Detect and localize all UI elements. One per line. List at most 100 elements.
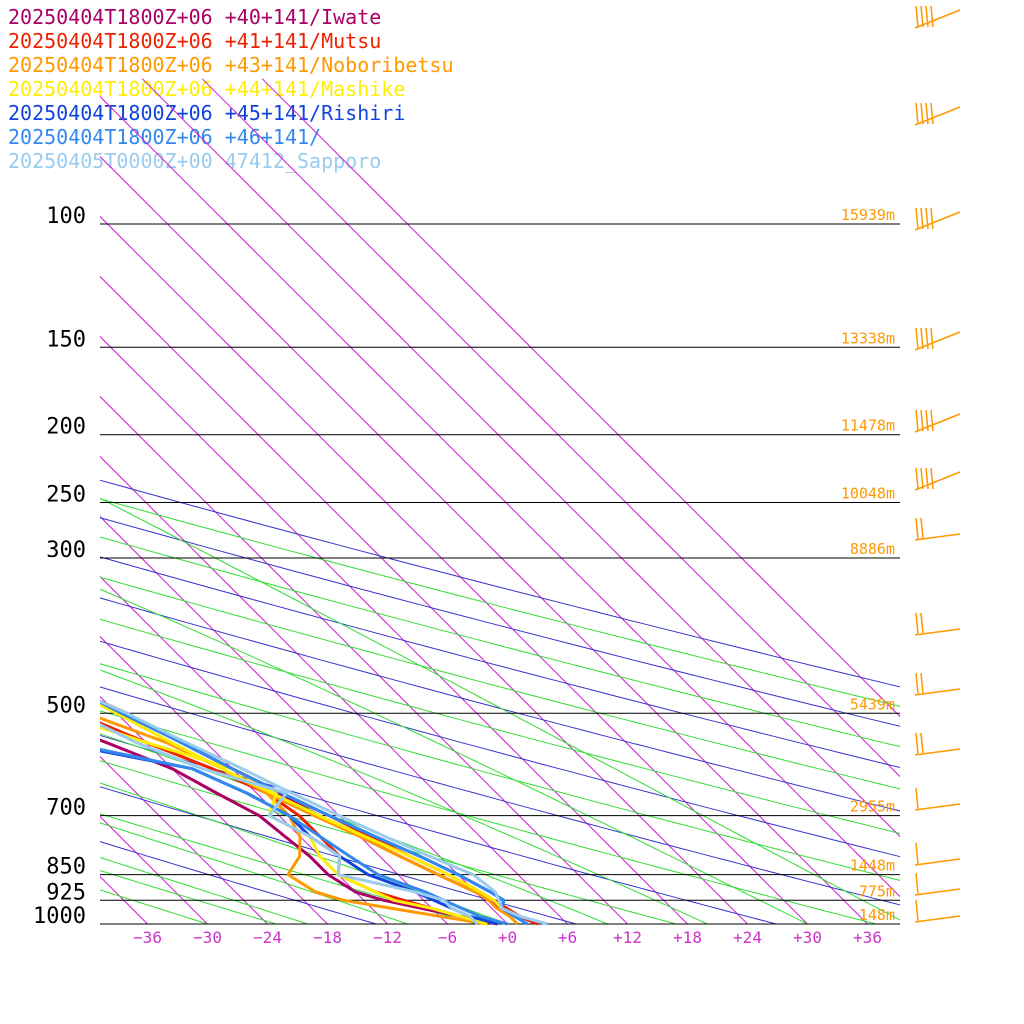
- moist-adiabat-line: [100, 669, 708, 924]
- moist-adiabat-line: [100, 856, 308, 924]
- temperature-tick-label: −24: [253, 928, 282, 947]
- wind-barb: [914, 5, 961, 29]
- isobars: [100, 223, 900, 925]
- pressure-tick-label: 925: [46, 880, 86, 905]
- wind-barb-flag: [920, 467, 924, 490]
- wind-barb-staff: [914, 688, 961, 696]
- pressure-tick-label: 300: [46, 538, 86, 563]
- wind-barb-staff: [914, 915, 961, 923]
- temperature-tick-label: +0: [498, 928, 517, 947]
- wind-barb: [914, 672, 961, 696]
- legend-entry-2: 20250404T1800Z+06 +41+141/Mutsu: [8, 29, 381, 53]
- wind-barb-flag: [925, 467, 929, 490]
- temperature-tick-label: +36: [853, 928, 882, 947]
- temperature-tick-label: −36: [133, 928, 162, 947]
- isotherm-line: [100, 155, 868, 925]
- dry-adiabat-line: [100, 710, 877, 924]
- wind-barb-flag: [920, 612, 924, 635]
- wind-barb-flag: [925, 327, 929, 350]
- height-label: 2955m: [850, 798, 895, 816]
- pressure-tick-label: 850: [46, 855, 86, 880]
- legend-entry-4: 20250404T1800Z+06 +44+141/Mashike: [8, 77, 405, 101]
- wind-barb-flag: [915, 5, 919, 28]
- isotherm-line: [100, 95, 900, 898]
- wind-barb: [914, 517, 961, 541]
- wind-barb-flag: [920, 327, 924, 350]
- isotherm-line: [100, 695, 328, 925]
- isotherms: [100, 78, 900, 925]
- temperature-trace-6: [100, 700, 529, 926]
- wind-barb-flag: [930, 409, 934, 432]
- dry-adiabat-line: [100, 686, 900, 906]
- pressure-tick-label: 200: [46, 415, 86, 440]
- wind-barb-flag: [920, 5, 924, 28]
- wind-barb-flag: [915, 102, 919, 125]
- wind-barb-flag: [915, 467, 919, 490]
- temperature-tick-label: −12: [373, 928, 402, 947]
- legend-entry-5: 20250404T1800Z+06 +45+141/Rishiri: [8, 101, 405, 125]
- height-label: 775m: [859, 882, 895, 900]
- wind-barbs: [914, 5, 961, 923]
- pressure-tick-label: 500: [46, 693, 86, 718]
- dewpoint-trace-1: [100, 738, 498, 926]
- wind-barb-flag: [925, 207, 929, 230]
- legend-entry-1: 20250404T1800Z+06 +40+141/Iwate: [8, 5, 381, 29]
- dry-adiabat-line: [100, 618, 900, 834]
- wind-barb-flag: [925, 5, 929, 28]
- profile-traces: [100, 699, 548, 926]
- temperature-tick-label: +30: [793, 928, 822, 947]
- isotherm-line: [261, 78, 900, 718]
- wind-barb-flag: [915, 327, 919, 350]
- wind-barb-flag: [930, 5, 934, 28]
- pressure-tick-label: 100: [46, 204, 86, 229]
- wind-barb: [914, 327, 961, 351]
- temperature-trace-7: [100, 699, 548, 926]
- dry-adiabat-line: [100, 786, 577, 924]
- legend-entry-6: 20250404T1800Z+06 +46+141/: [8, 125, 321, 149]
- wind-barb-flag: [915, 672, 919, 695]
- height-label: 10048m: [841, 485, 895, 503]
- pressure-tick-label: 1000: [33, 904, 86, 929]
- height-label: 13338m: [841, 329, 895, 347]
- legend-entry-7: 20250405T0000Z+00 47412_Sapporo: [8, 149, 381, 173]
- isotherm-line: [100, 575, 448, 925]
- wind-barb-staff: [914, 628, 961, 636]
- moist-adiabat-line: [100, 822, 408, 924]
- temperature-trace-3: [100, 702, 519, 926]
- wind-barb-flag: [920, 207, 924, 230]
- wind-barb: [914, 467, 961, 491]
- wind-barb: [914, 899, 961, 923]
- moist-adiabat-line: [100, 588, 808, 924]
- moist-adiabat-line: [100, 889, 208, 924]
- wind-barb-flag: [920, 102, 924, 125]
- isotherm-line: [100, 755, 268, 925]
- isotherm-line: [100, 215, 808, 925]
- wind-barb-flag: [915, 872, 919, 895]
- wind-barb: [914, 612, 961, 636]
- wind-barb-flag: [915, 842, 919, 865]
- wind-barb-staff: [914, 803, 961, 811]
- isotherm-line: [100, 455, 568, 925]
- wind-barb: [914, 732, 961, 756]
- isotherm-line: [201, 78, 900, 778]
- moist-adiabats: [100, 497, 900, 924]
- dry-adiabat-line: [100, 536, 900, 748]
- isotherm-line: [141, 78, 900, 838]
- pressure-tick-label: 150: [46, 327, 86, 352]
- wind-barb-staff: [914, 533, 961, 541]
- height-label: 15939m: [841, 206, 895, 224]
- isotherm-line: [100, 275, 748, 925]
- temperature-tick-label: +18: [673, 928, 702, 947]
- wind-barb-flag: [920, 409, 924, 432]
- dry-adiabat-line: [100, 597, 900, 812]
- wind-barb: [914, 207, 961, 231]
- dewpoint-trace-6: [100, 747, 508, 926]
- wind-barb-flag: [930, 467, 934, 490]
- height-label: 1448m: [850, 857, 895, 875]
- wind-barb-flag: [915, 207, 919, 230]
- pressure-tick-label: 250: [46, 483, 86, 508]
- height-label: 148m: [859, 906, 895, 924]
- wind-barb-flag: [915, 612, 919, 635]
- wind-barb-flag: [920, 517, 924, 540]
